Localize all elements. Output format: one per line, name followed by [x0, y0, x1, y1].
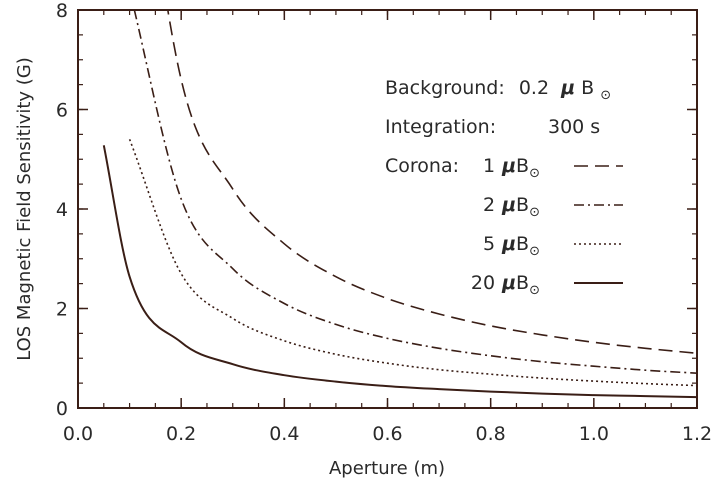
- legend: Background: 0.2 μ B ⊙ Integration: 300 s…: [385, 77, 623, 298]
- y-tick-label: 8: [56, 0, 68, 22]
- y-tick-label: 6: [56, 100, 68, 122]
- y-tick-label: 4: [56, 199, 68, 221]
- x-tick-label: 0.0: [63, 423, 93, 445]
- unit-b: B: [516, 272, 529, 294]
- y-tick-labels: 0 2 4 6 8: [56, 0, 68, 420]
- x-tick-label: 1.0: [579, 423, 609, 445]
- series-line-20: [102, 145, 697, 399]
- x-tick-label: 0.2: [166, 423, 196, 445]
- integration-label: Integration:: [385, 116, 496, 138]
- plot-frame: [77, 9, 698, 409]
- sun-symbol: ⊙: [529, 166, 540, 181]
- y-axis-label: LOS Magnetic Field Sensitivity (G): [14, 57, 35, 361]
- legend-entry-2: 2 μB⊙: [483, 194, 540, 220]
- background-value: 0.2: [519, 77, 549, 99]
- legend-value: 5: [483, 233, 495, 255]
- legend-entry-20: 20 μB⊙: [471, 272, 540, 298]
- unit-b: B: [581, 77, 594, 99]
- y-tick-label: 2: [56, 299, 68, 321]
- series-line-2: [133, 10, 697, 374]
- background-label: Background:: [385, 77, 505, 99]
- legend-entries: 1 μB⊙2 μB⊙5 μB⊙20 μB⊙: [471, 155, 623, 298]
- integration-value: 300 s: [548, 116, 600, 138]
- corona-label: Corona:: [385, 155, 459, 177]
- x-tick-label: 1.2: [682, 423, 712, 445]
- legend-value: 2: [483, 194, 495, 216]
- legend-value: 1: [483, 155, 495, 177]
- sun-symbol: ⊙: [600, 88, 611, 103]
- series-line-1: [166, 10, 697, 355]
- legend-entry-5: 5 μB⊙: [483, 233, 540, 259]
- unit-mu: μ: [501, 194, 516, 216]
- series-lines: [102, 10, 697, 399]
- axis-ticks: [77, 9, 698, 409]
- unit-mu: μ: [501, 272, 516, 294]
- x-tick-label: 0.6: [372, 423, 402, 445]
- sun-symbol: ⊙: [529, 244, 540, 259]
- x-tick-label: 0.4: [269, 423, 299, 445]
- y-tick-label: 0: [56, 398, 68, 420]
- unit-b: B: [516, 194, 529, 216]
- x-axis-label: Aperture (m): [329, 458, 445, 479]
- unit-b: B: [516, 233, 529, 255]
- x-tick-label: 0.8: [476, 423, 506, 445]
- legend-entry-1: 1 μB⊙: [483, 155, 540, 181]
- background-annotation: Background: 0.2 μ B ⊙: [385, 77, 611, 103]
- legend-value: 20: [471, 272, 495, 294]
- unit-b: B: [516, 155, 529, 177]
- sun-symbol: ⊙: [529, 283, 540, 298]
- sun-symbol: ⊙: [529, 205, 540, 220]
- unit-mu: μ: [501, 233, 516, 255]
- x-tick-labels: 0.0 0.2 0.4 0.6 0.8 1.0 1.2: [63, 423, 712, 445]
- unit-mu: μ: [501, 155, 516, 177]
- unit-mu: μ: [560, 77, 575, 99]
